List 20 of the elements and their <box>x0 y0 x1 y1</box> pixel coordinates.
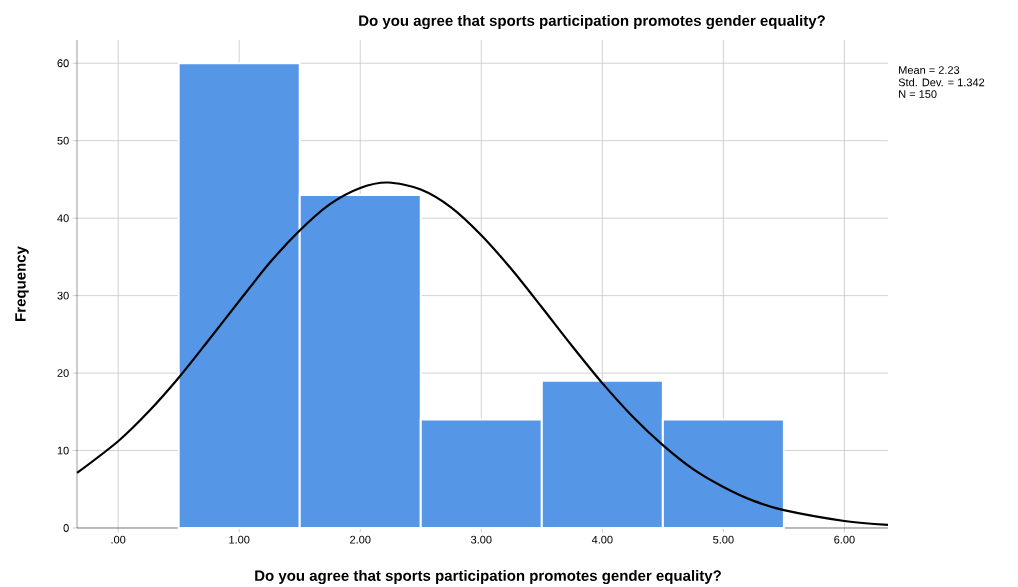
text: Std. Dev. = 1.342 <box>898 78 985 87</box>
y-tick-label: 30 <box>57 291 69 300</box>
x-tick-label: 2.00 <box>350 535 371 544</box>
y-tick-label: 40 <box>57 214 69 222</box>
x-tick-label: 5.00 <box>713 535 734 544</box>
x-tick-label: 1.00 <box>229 535 250 544</box>
y-tick-label: 0 <box>63 523 69 532</box>
text: N = 150 <box>899 90 937 98</box>
y-tick-label: 10 <box>57 446 69 455</box>
y-tick-label: 60 <box>57 59 69 67</box>
x-tick-label: .00 <box>111 535 126 544</box>
chart-title: Do you agree that sports participation promotes gender equality? <box>359 14 825 29</box>
y-axis-title: Frequency <box>15 245 29 321</box>
x-tick-label: 4.00 <box>591 535 613 544</box>
x-tick-label: 3.00 <box>471 535 492 544</box>
y-tick-label: 20 <box>57 369 69 377</box>
x-axis-title: Do you agree that sports participation promotes gender equality? <box>255 569 721 584</box>
y-tick-label: 50 <box>57 136 69 145</box>
text: Mean = 2.23 <box>899 66 960 74</box>
x-tick-label: 6.00 <box>834 535 855 544</box>
